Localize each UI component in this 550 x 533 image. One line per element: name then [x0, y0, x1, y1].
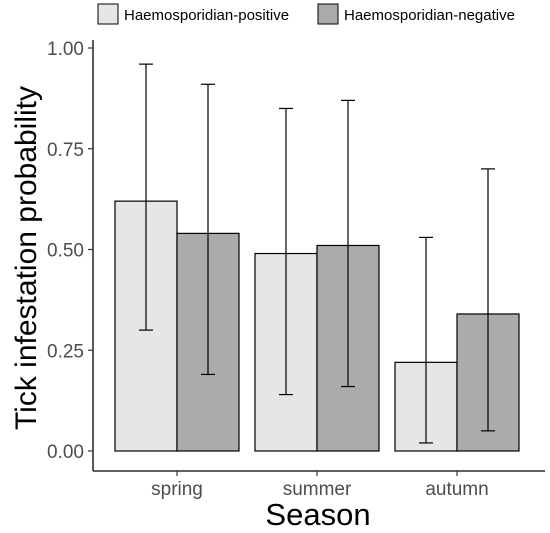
error-bar-summer-negative [341, 99, 355, 388]
y-axis-title: Tick infestation probability [10, 86, 43, 430]
legend-label: Haemosporidian-positive [124, 7, 289, 24]
error-bars [139, 63, 495, 444]
y-tick-label: 0.25 [47, 341, 84, 362]
y-tick-label: 1.00 [47, 39, 84, 60]
y-tick-label: 0.75 [47, 140, 84, 161]
error-bar-autumn-positive [419, 236, 433, 444]
legend-swatch [317, 3, 339, 25]
error-bar-autumn-negative [481, 168, 495, 432]
legend: Haemosporidian-positive Haemosporidian-ne… [97, 3, 515, 25]
error-bar-summer-positive [279, 107, 293, 396]
x-tick-label: summer [283, 479, 352, 500]
error-bar-spring-positive [139, 63, 153, 331]
legend-swatch [97, 3, 119, 25]
axes: 0.00 0.25 0.50 0.75 1.00 spring summer autumn [47, 39, 545, 500]
legend-label: Haemosporidian-negative [344, 7, 515, 24]
y-tick-label: 0.50 [47, 241, 84, 262]
x-axis-title: Season [265, 497, 370, 532]
legend-item-negative: Haemosporidian-negative [317, 3, 515, 25]
legend-item-positive: Haemosporidian-positive [97, 3, 289, 25]
error-bar-spring-negative [201, 83, 215, 376]
bars [114, 200, 520, 452]
x-tick-label: spring [151, 479, 203, 500]
x-tick-label: autumn [425, 479, 488, 500]
y-tick-label: 0.00 [47, 442, 84, 463]
